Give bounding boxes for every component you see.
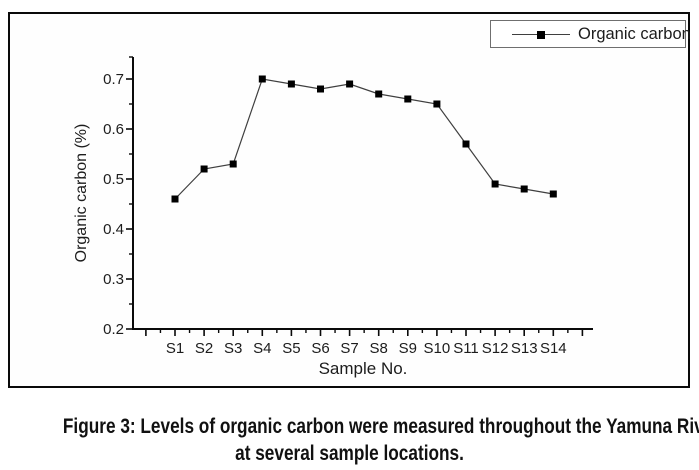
- svg-text:S14: S14: [540, 340, 567, 357]
- data-point-marker: [346, 80, 354, 88]
- svg-text:S12: S12: [482, 340, 509, 357]
- svg-text:0.5: 0.5: [103, 171, 124, 188]
- svg-text:S2: S2: [195, 340, 213, 357]
- data-point-marker: [229, 160, 237, 168]
- legend: Organic carbon: [490, 20, 691, 48]
- data-point-marker: [258, 75, 266, 83]
- svg-text:0.6: 0.6: [103, 121, 124, 138]
- svg-text:S9: S9: [399, 340, 417, 357]
- data-point-marker: [375, 90, 383, 98]
- svg-text:S5: S5: [282, 340, 300, 357]
- y-axis-title: Organic carbon (%): [73, 123, 90, 263]
- x-axis-title: Sample No.: [318, 359, 408, 378]
- data-point-marker: [549, 190, 557, 198]
- series-line: [174, 78, 554, 200]
- legend-line-marker-icon: [512, 33, 570, 35]
- svg-text:S1: S1: [166, 340, 184, 357]
- figure-caption: Figure 3: Levels of organic carbon were …: [0, 413, 699, 467]
- data-point-marker: [491, 180, 499, 188]
- data-point-marker: [287, 80, 295, 88]
- svg-text:S10: S10: [424, 340, 451, 357]
- data-point-marker: [520, 185, 528, 193]
- data-point-marker: [462, 140, 470, 148]
- svg-text:0.7: 0.7: [103, 71, 124, 88]
- caption-line-1: Figure 3: Levels of organic carbon were …: [62, 415, 699, 438]
- svg-text:S3: S3: [224, 340, 242, 357]
- caption-line-2: at several sample locations.: [235, 442, 464, 465]
- svg-text:0.2: 0.2: [103, 321, 124, 338]
- figure-frame: [8, 12, 690, 388]
- data-point-marker: [171, 195, 179, 203]
- svg-text:S4: S4: [253, 340, 271, 357]
- svg-text:S6: S6: [311, 340, 329, 357]
- svg-text:0.4: 0.4: [103, 221, 124, 238]
- data-point-marker: [200, 165, 208, 173]
- svg-text:S7: S7: [340, 340, 358, 357]
- data-point-marker: [404, 95, 412, 103]
- svg-text:S13: S13: [511, 340, 538, 357]
- data-point-marker: [433, 100, 441, 108]
- svg-text:S11: S11: [453, 340, 479, 357]
- svg-text:0.3: 0.3: [103, 271, 124, 288]
- svg-text:S8: S8: [370, 340, 388, 357]
- legend-label: Organic carbon: [578, 24, 691, 43]
- data-point-marker: [317, 85, 324, 93]
